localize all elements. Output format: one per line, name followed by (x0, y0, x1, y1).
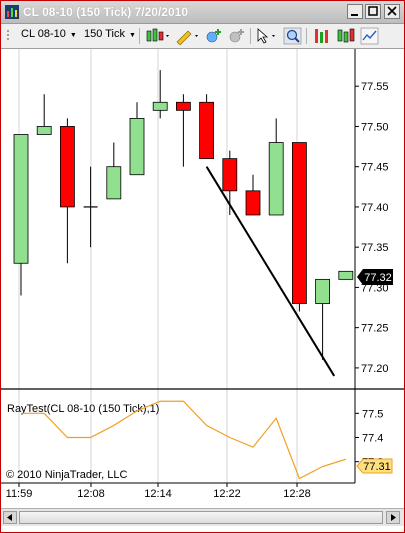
chart-trader-button[interactable] (312, 27, 332, 45)
time-axis[interactable]: 11:59 12:08 12:14 12:22 12:28 (6, 483, 311, 500)
candle-down-body (222, 158, 238, 192)
chart-properties-button[interactable] (360, 27, 380, 45)
candle (60, 118, 75, 264)
indicator-last-label: 77.31 (363, 461, 391, 473)
price-tick-label: 77.50 (361, 121, 389, 133)
price-tick-label: 77.40 (361, 202, 389, 214)
time-tick-label: 12:08 (77, 488, 105, 500)
toolbar-separator (139, 28, 140, 44)
candle-down-body (291, 142, 307, 304)
time-tick-label: 12:14 (144, 488, 172, 500)
price-tick-label: 77.45 (361, 162, 389, 174)
scroll-thumb[interactable] (19, 511, 383, 524)
candle-up-body (13, 134, 29, 264)
candle-up-body (152, 101, 168, 111)
toolbar-grip-icon (7, 30, 9, 40)
add-strategy-button[interactable] (227, 27, 247, 45)
candle-up-body (268, 142, 284, 216)
time-tick-label: 11:59 (6, 488, 33, 500)
indicator-line (21, 400, 346, 480)
vertical-gridlines (18, 49, 298, 483)
scroll-left-icon (7, 514, 12, 521)
copyright-text: © 2010 NinjaTrader, LLC (6, 469, 127, 481)
interval-dropdown-icon: ▼ (128, 32, 136, 39)
price-tick-label: 77.55 (361, 81, 389, 93)
candle-down-body (245, 190, 261, 216)
candle-down-body (175, 101, 191, 111)
instrument-label: CL 08-10 (21, 28, 66, 40)
price-chart[interactable]: 77.55 77.50 77.45 77.40 77.35 77.30 77.25 77.20… (1, 49, 404, 509)
candle (175, 94, 191, 167)
last-price-label: 77.32 (364, 272, 392, 284)
candle-down-body (60, 126, 75, 208)
indicator-series-line (21, 400, 346, 480)
candle (106, 142, 122, 200)
minimize-button[interactable] (347, 4, 363, 19)
indicator-tick-label: 77.4 (362, 433, 383, 445)
candlestick-series (13, 70, 354, 360)
candle (315, 278, 331, 360)
scroll-left-button[interactable] (3, 511, 17, 524)
price-axis[interactable]: 77.55 77.50 77.45 77.40 77.35 77.30 77.25 77.20 (355, 81, 389, 375)
close-button[interactable] (384, 4, 400, 19)
instrument-dropdown-icon: ▼ (69, 32, 77, 39)
scroll-right-icon (391, 514, 396, 521)
indicator-label: RayTest(CL 08-10 (150 Tick),1) (7, 403, 159, 415)
horizontal-scrollbar[interactable] (1, 508, 404, 526)
candle-up-body (315, 278, 331, 304)
chart-app-icon (5, 5, 19, 19)
ray-drawing[interactable] (205, 166, 336, 377)
candle (152, 70, 168, 119)
drawing-tools-button[interactable] (174, 27, 200, 45)
zoom-button[interactable] (283, 27, 303, 45)
price-tick-label: 77.30 (361, 282, 389, 294)
instrument-selector[interactable]: CL 08-10 ▼ (21, 28, 77, 40)
chart-style-button[interactable] (145, 27, 171, 45)
candle (13, 134, 29, 296)
interval-selector[interactable]: 150 Tick ▼ (84, 28, 136, 40)
candle (291, 142, 307, 312)
price-tick-label: 77.25 (361, 323, 389, 335)
price-tick-label: 77.35 (361, 242, 389, 254)
candle-up-body (36, 126, 52, 135)
candle-down-body (199, 101, 215, 160)
indicator-last-marker: 77.31 (356, 458, 393, 474)
indicator-tick-label: 77.5 (362, 408, 383, 420)
last-price-marker: 77.32 (357, 269, 393, 285)
title-bar[interactable]: CL 08-10 (150 Tick) 7/20/2010 (1, 1, 404, 24)
maximize-icon (368, 6, 378, 16)
candle (245, 174, 261, 216)
add-indicator-button[interactable] (204, 27, 224, 45)
candle-up-body (106, 166, 122, 200)
cursor-mode-button[interactable] (255, 27, 279, 45)
ray-line (205, 166, 336, 377)
candle (338, 270, 354, 280)
scroll-right-button[interactable] (386, 511, 400, 524)
price-tick-label: 77.20 (361, 363, 389, 375)
candle-up-body (129, 117, 145, 176)
toolbar-separator (250, 28, 251, 44)
candle-up-body (338, 270, 354, 280)
bar-type-button[interactable] (336, 27, 356, 45)
candle (199, 94, 215, 160)
time-tick-label: 12:22 (213, 488, 241, 500)
window-title: CL 08-10 (150 Tick) 7/20/2010 (23, 5, 188, 19)
toolbar-separator (306, 28, 307, 44)
candle (268, 118, 284, 216)
chart-toolbar: CL 08-10 ▼ 150 Tick ▼ (1, 24, 404, 49)
minimize-icon (351, 14, 358, 16)
maximize-button[interactable] (365, 4, 381, 19)
candle (36, 94, 52, 135)
candle (129, 102, 145, 176)
candle (83, 166, 98, 248)
time-tick-label: 12:28 (283, 488, 311, 500)
interval-label: 150 Tick (84, 28, 125, 40)
close-icon (387, 6, 397, 16)
